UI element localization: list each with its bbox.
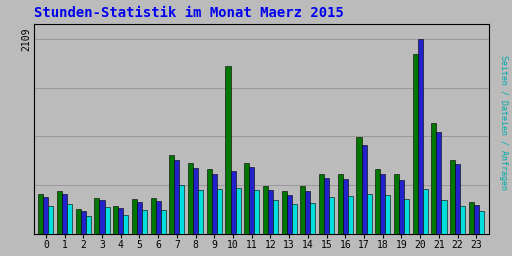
Bar — [62, 194, 67, 233]
Bar — [361, 145, 367, 233]
Bar — [441, 200, 446, 233]
Bar — [67, 205, 72, 233]
Bar — [380, 175, 386, 233]
Bar — [469, 202, 474, 233]
Bar — [86, 216, 91, 233]
Bar — [225, 66, 230, 233]
Text: Stunden-Statistik im Monat Maerz 2015: Stunden-Statistik im Monat Maerz 2015 — [34, 6, 344, 19]
Bar — [329, 197, 334, 233]
Bar — [292, 204, 297, 233]
Bar — [76, 209, 81, 233]
Bar — [431, 123, 436, 233]
Bar — [123, 215, 129, 233]
Bar — [399, 180, 404, 233]
Bar — [479, 211, 484, 233]
Bar — [142, 209, 147, 233]
Bar — [404, 199, 409, 233]
Bar — [305, 191, 310, 233]
Bar — [436, 132, 441, 233]
Bar — [207, 169, 212, 233]
Bar — [169, 155, 175, 233]
Bar — [118, 208, 123, 233]
Bar — [282, 191, 287, 233]
Bar — [386, 195, 390, 233]
Bar — [198, 190, 203, 233]
Bar — [57, 191, 62, 233]
Bar — [175, 160, 179, 233]
Bar — [310, 202, 315, 233]
Bar — [356, 137, 361, 233]
Bar — [474, 205, 479, 233]
Bar — [418, 39, 423, 233]
Bar — [324, 178, 329, 233]
Bar — [217, 189, 222, 233]
Bar — [460, 206, 465, 233]
Bar — [343, 179, 348, 233]
Bar — [94, 198, 99, 233]
Bar — [156, 201, 161, 233]
Bar — [212, 175, 217, 233]
Bar — [132, 199, 137, 233]
Bar — [44, 197, 49, 233]
Bar — [193, 168, 198, 233]
Text: Seiten / Dateien / Anfragen: Seiten / Dateien / Anfragen — [499, 55, 508, 190]
Bar — [230, 171, 236, 233]
Bar — [319, 174, 324, 233]
Bar — [273, 200, 278, 233]
Bar — [268, 190, 273, 233]
Bar — [450, 160, 455, 233]
Bar — [236, 188, 241, 233]
Bar — [413, 54, 418, 233]
Bar — [151, 198, 156, 233]
Bar — [179, 185, 184, 233]
Bar — [394, 175, 399, 233]
Bar — [49, 206, 53, 233]
Bar — [263, 186, 268, 233]
Bar — [287, 195, 292, 233]
Bar — [137, 202, 142, 233]
Bar — [188, 163, 193, 233]
Bar — [244, 163, 249, 233]
Bar — [113, 206, 118, 233]
Bar — [254, 190, 260, 233]
Bar — [367, 194, 372, 233]
Bar — [348, 196, 353, 233]
Bar — [301, 186, 305, 233]
Bar — [104, 207, 110, 233]
Bar — [338, 174, 343, 233]
Bar — [455, 164, 460, 233]
Bar — [161, 210, 166, 233]
Bar — [423, 189, 428, 233]
Bar — [99, 200, 104, 233]
Bar — [81, 211, 86, 233]
Bar — [249, 167, 254, 233]
Bar — [375, 169, 380, 233]
Bar — [38, 194, 44, 233]
